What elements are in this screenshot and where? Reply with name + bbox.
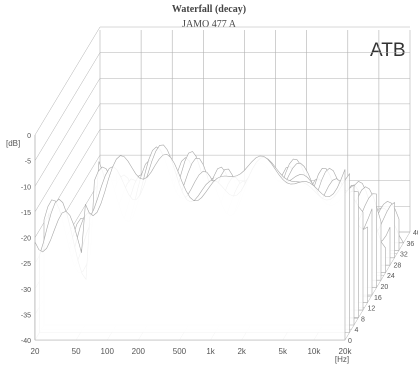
y-tick-label: -40 xyxy=(21,338,31,345)
z-tick-label: 20 xyxy=(381,284,389,291)
y-tick-label: -20 xyxy=(21,236,31,243)
side-wall-gridline xyxy=(34,78,101,187)
y-tick-label: -15 xyxy=(21,210,31,217)
z-tick-label: 32 xyxy=(400,252,408,259)
z-tick-label: 16 xyxy=(374,295,382,302)
x-tick-label: 50 xyxy=(72,347,81,356)
decay-slice xyxy=(34,153,346,341)
z-tick-label: 24 xyxy=(387,273,395,280)
z-tick-label: 4 xyxy=(355,327,359,334)
side-wall-gridline xyxy=(34,26,101,136)
y-tick-label: -35 xyxy=(21,312,31,319)
x-tick-label: 500 xyxy=(173,347,187,356)
chart-title: Waterfall (decay) xyxy=(171,4,247,15)
x-tick-label: 5k xyxy=(279,347,288,356)
z-tick-label: 40 xyxy=(413,230,418,237)
side-wall-gridline xyxy=(34,103,101,213)
z-tick-label: 12 xyxy=(368,306,376,313)
y-tick-label: 0 xyxy=(27,133,31,140)
x-tick-label: 200 xyxy=(132,347,146,356)
x-tick-label: 10k xyxy=(307,347,321,356)
y-tick-label: -5 xyxy=(25,159,31,166)
y-tick-label: -25 xyxy=(21,261,31,268)
x-tick-label: 1k xyxy=(206,347,215,356)
chart-subtitle: JAMO 477 A xyxy=(182,19,236,30)
x-tick-label: 100 xyxy=(101,347,115,356)
x-tick-label: 2k xyxy=(237,347,246,356)
x-axis-label: [Hz] xyxy=(335,355,349,364)
y-tick-label: -30 xyxy=(21,287,31,294)
z-tick-label: 0 xyxy=(348,338,352,345)
y-tick-label: -10 xyxy=(21,184,31,191)
z-tick-label: 36 xyxy=(407,241,415,248)
x-tick-label: 20 xyxy=(31,347,40,356)
y-axis-label: [dB] xyxy=(6,139,20,148)
z-tick-label: 28 xyxy=(394,262,402,269)
x-tick-label: 20k xyxy=(339,347,353,356)
z-tick-label: 8 xyxy=(361,316,365,323)
side-wall-gridline xyxy=(34,52,101,161)
